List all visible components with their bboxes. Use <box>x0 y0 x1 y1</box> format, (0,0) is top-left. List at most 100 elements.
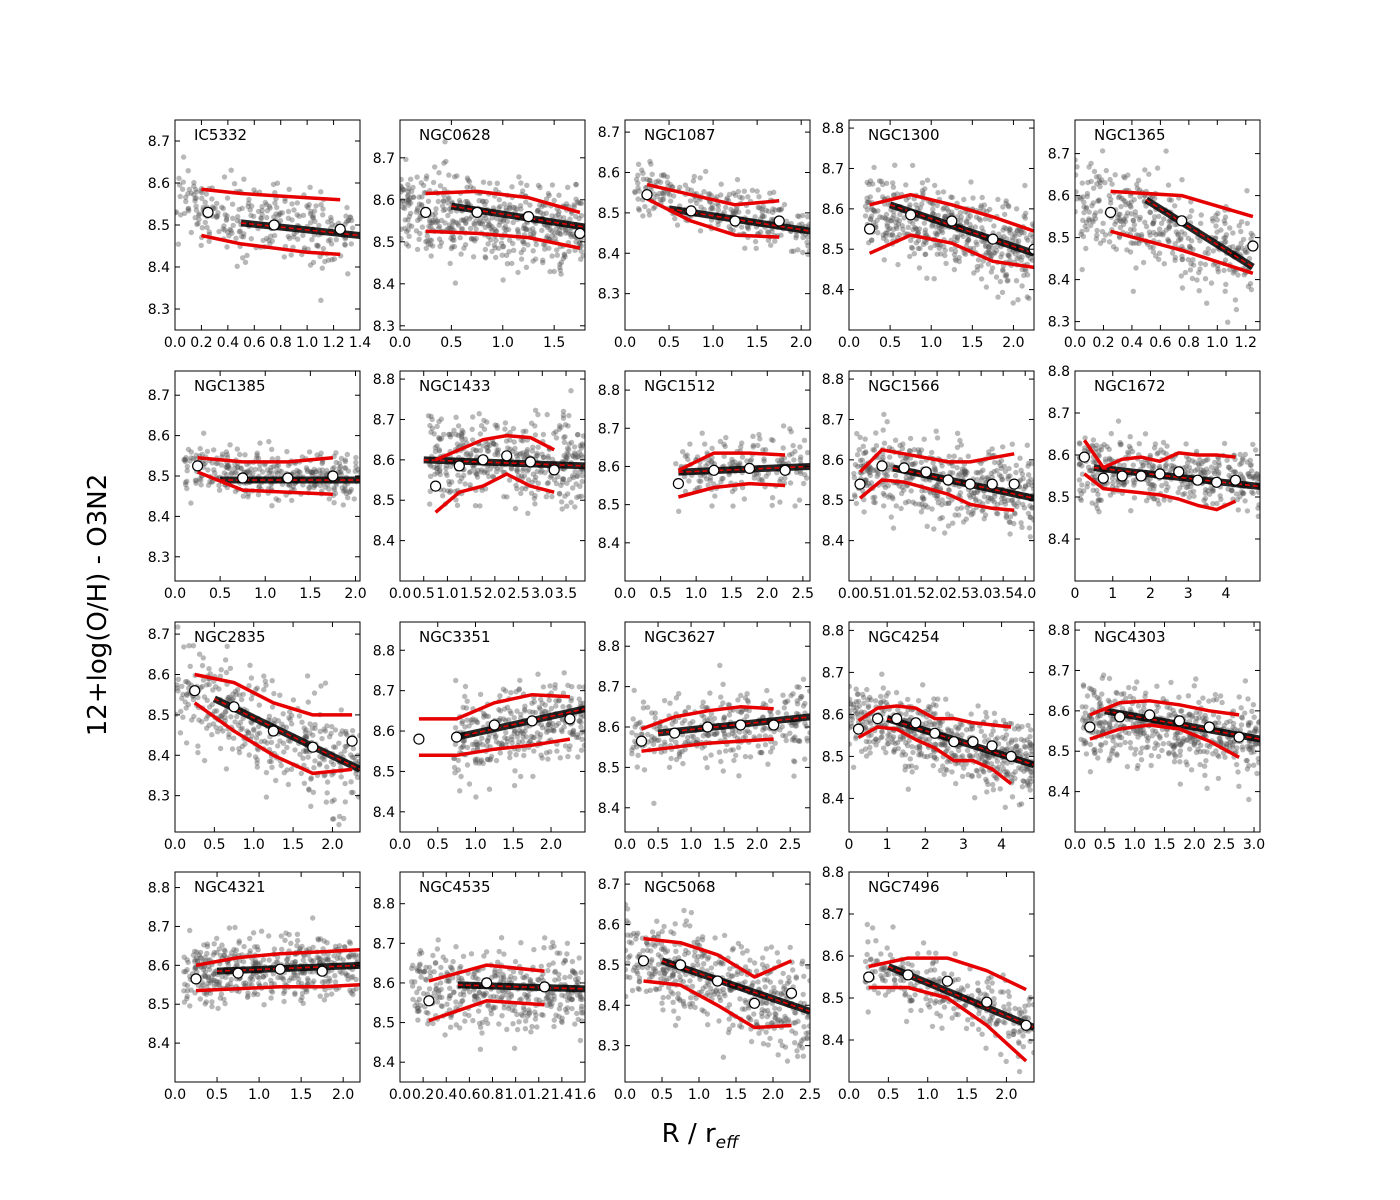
scatter-point <box>512 445 518 452</box>
scatter-point <box>1001 463 1007 470</box>
scatter-point <box>806 248 810 254</box>
plot-area <box>1075 148 1259 325</box>
scatter-point <box>494 425 500 431</box>
y-tick-label: 8.4 <box>148 260 170 276</box>
scatter-point <box>451 174 458 180</box>
scatter-point <box>354 774 360 780</box>
binned-median-marker <box>1008 478 1020 490</box>
scatter-point <box>310 732 316 738</box>
scatter-point <box>772 238 778 244</box>
scatter-point <box>939 463 945 469</box>
scatter-point <box>1136 240 1142 247</box>
plot-area <box>413 670 585 800</box>
scatter-point <box>209 479 215 485</box>
scatter-point <box>946 500 952 506</box>
scatter-point <box>795 247 801 253</box>
scatter-point <box>253 455 260 461</box>
scatter-point <box>1134 185 1141 192</box>
scatter-point <box>545 453 551 459</box>
scatter-point <box>463 198 469 205</box>
scatter-point <box>996 231 1002 237</box>
scatter-point <box>184 692 190 699</box>
scatter-point <box>1004 278 1010 284</box>
scatter-point <box>581 713 585 719</box>
scatter-point <box>561 670 567 676</box>
scatter-point <box>1170 463 1177 469</box>
scatter-point <box>415 217 421 223</box>
scatter-point <box>481 426 488 432</box>
scatter-point <box>1212 459 1218 466</box>
scatter-point <box>722 443 728 450</box>
scatter-point <box>433 206 439 212</box>
plot-area <box>672 423 810 514</box>
scatter-point <box>1005 473 1011 480</box>
scatter-point <box>535 182 542 189</box>
scatter-point <box>427 242 434 248</box>
scatter-point <box>932 182 938 189</box>
scatter-point <box>1075 172 1079 178</box>
scatter-point <box>890 184 897 190</box>
scatter-point <box>324 779 331 785</box>
scatter-point <box>934 241 940 248</box>
scatter-point <box>751 475 757 481</box>
scatter-point <box>554 252 560 258</box>
scatter-point <box>1010 249 1016 255</box>
scatter-point <box>978 476 985 482</box>
scatter-point <box>341 815 347 822</box>
scatter-point <box>549 456 556 462</box>
scatter-point <box>788 429 794 435</box>
scatter-point <box>241 231 247 237</box>
scatter-point <box>544 480 551 487</box>
binned-median-marker <box>282 472 294 484</box>
scatter-point <box>783 218 790 224</box>
binned-median-marker <box>1078 451 1091 463</box>
scatter-point <box>198 477 204 483</box>
scatter-point <box>472 756 478 762</box>
scatter-point <box>965 215 971 221</box>
upper-envelope-line <box>646 182 780 207</box>
scatter-point <box>254 731 261 737</box>
scatter-point <box>531 699 537 705</box>
x-tick-label: 0.0 <box>614 335 636 351</box>
scatter-point <box>202 460 208 466</box>
scatter-point <box>1198 212 1205 218</box>
scatter-point <box>901 487 907 493</box>
scatter-point <box>545 480 551 486</box>
scatter-point <box>404 229 410 235</box>
scatter-point <box>462 724 468 730</box>
scatter-point <box>903 455 909 461</box>
scatter-point <box>1014 227 1021 233</box>
scatter-point <box>425 198 432 204</box>
scatter-point <box>1107 457 1113 463</box>
scatter-point <box>1027 232 1034 238</box>
scatter-point <box>544 726 550 732</box>
scatter-point <box>1163 451 1169 457</box>
scatter-point <box>983 243 989 250</box>
scatter-point <box>560 415 567 421</box>
scatter-point <box>777 478 783 485</box>
scatter-point <box>455 432 462 438</box>
scatter-point <box>1136 216 1143 223</box>
scatter-point <box>1135 177 1142 183</box>
scatter-point <box>346 489 352 495</box>
scatter-point <box>978 203 984 209</box>
scatter-point <box>1222 220 1228 227</box>
scatter-point <box>1192 459 1198 465</box>
scatter-point <box>270 181 277 188</box>
scatter-point <box>177 212 184 218</box>
scatter-point <box>1208 464 1215 470</box>
scatter-point <box>1142 431 1149 437</box>
scatter-point <box>876 178 883 184</box>
scatter-point <box>524 226 530 233</box>
scatter-point <box>481 710 487 717</box>
scatter-point <box>435 219 441 225</box>
scatter-point <box>496 205 502 211</box>
scatter-point <box>1185 256 1192 263</box>
fit-line <box>423 459 585 467</box>
x-tick-label: 1.0 <box>1206 335 1228 351</box>
scatter-point <box>994 501 1001 508</box>
scatter-point <box>577 200 583 206</box>
scatter-point <box>564 454 570 460</box>
scatter-point <box>861 509 867 515</box>
scatter-point <box>1250 490 1256 496</box>
